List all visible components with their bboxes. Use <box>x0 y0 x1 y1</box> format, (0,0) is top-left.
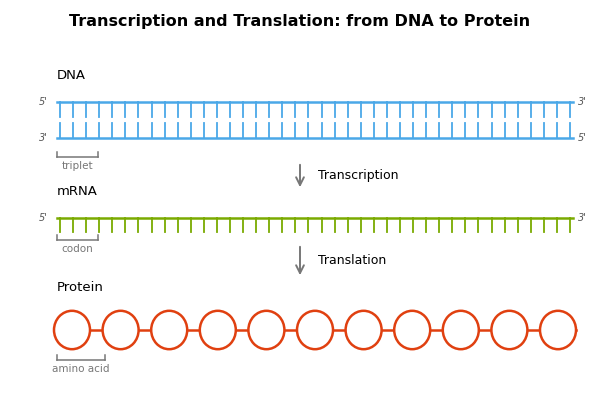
Ellipse shape <box>540 311 576 349</box>
Text: 3': 3' <box>39 133 48 143</box>
Ellipse shape <box>248 311 284 349</box>
Ellipse shape <box>297 311 333 349</box>
Text: DNA: DNA <box>57 69 86 82</box>
Text: triplet: triplet <box>62 161 93 171</box>
Ellipse shape <box>54 311 90 349</box>
Text: mRNA: mRNA <box>57 185 98 198</box>
Ellipse shape <box>346 311 382 349</box>
Text: Transcription: Transcription <box>318 170 398 182</box>
Text: 3': 3' <box>578 213 587 223</box>
Text: amino acid: amino acid <box>52 364 110 374</box>
Text: 5': 5' <box>39 97 48 107</box>
Text: Translation: Translation <box>318 254 386 268</box>
Text: Protein: Protein <box>57 281 104 294</box>
Text: 3': 3' <box>578 97 587 107</box>
Text: Transcription and Translation: from DNA to Protein: Transcription and Translation: from DNA … <box>70 14 530 29</box>
Ellipse shape <box>394 311 430 349</box>
Ellipse shape <box>103 311 139 349</box>
Ellipse shape <box>200 311 236 349</box>
Ellipse shape <box>491 311 527 349</box>
Text: 5': 5' <box>578 133 587 143</box>
Ellipse shape <box>443 311 479 349</box>
Text: codon: codon <box>62 244 93 254</box>
Ellipse shape <box>151 311 187 349</box>
Text: 5': 5' <box>39 213 48 223</box>
